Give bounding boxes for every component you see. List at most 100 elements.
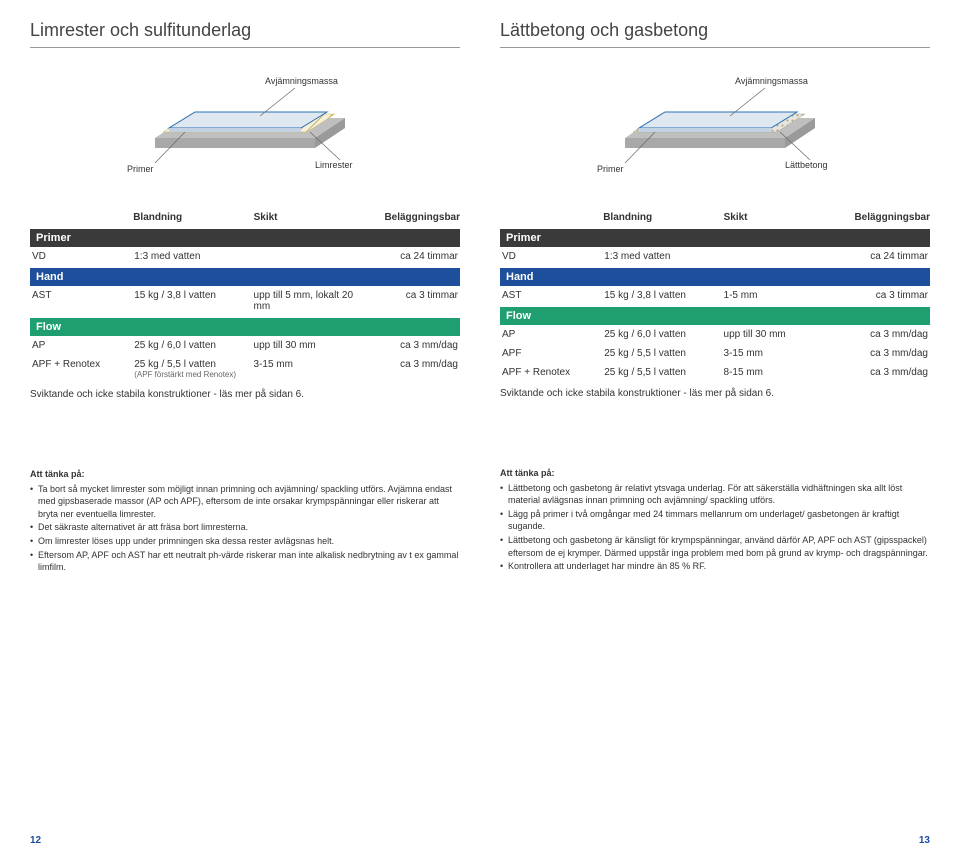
table-row: VD1:3 med vatten ca 24 timmar <box>500 247 930 266</box>
right-tips: Att tänka på: Lättbetong och gasbetong ä… <box>500 467 930 574</box>
cell-c2: 1:3 med vatten <box>134 251 253 262</box>
section-band: Hand <box>30 268 460 286</box>
tips-item: Lägg på primer i två omgångar med 24 tim… <box>500 508 930 533</box>
cell-c1: VD <box>32 251 134 262</box>
cell-c1: AP <box>502 329 604 340</box>
right-title: Lättbetong och gasbetong <box>500 20 930 48</box>
right-diagram: Avjämningsmassa Primer Lättbetong <box>585 68 845 178</box>
section-rows: AP25 kg / 6,0 l vattenupp till 30 mmca 3… <box>30 336 460 383</box>
left-footnote: Sviktande och icke stabila konstruktione… <box>30 389 460 400</box>
header-blandning-r: Blandning <box>603 212 723 223</box>
table-row: VD1:3 med vatten ca 24 timmar <box>30 247 460 266</box>
cell-c4: ca 24 timmar <box>826 251 928 262</box>
cell-c3: upp till 30 mm <box>254 340 356 351</box>
tips-item: Det säkraste alternativet är att fräsa b… <box>30 521 460 534</box>
header-belaggningsbar-r: Beläggningsbar <box>827 212 930 223</box>
tips-item: Kontrollera att underlaget har mindre än… <box>500 560 930 573</box>
right-table: Blandning Skikt Beläggningsbar PrimerVD1… <box>500 208 930 399</box>
cell-c2: 25 kg / 6,0 l vatten <box>604 329 723 340</box>
tips-item: Lättbetong och gasbetong är känsligt för… <box>500 534 930 559</box>
section-band: Flow <box>30 318 460 336</box>
left-diagram: Avjämningsmassa Primer Limrester <box>115 68 375 178</box>
cell-c3: 3-15 mm <box>254 359 356 370</box>
cell-c3: upp till 30 mm <box>724 329 826 340</box>
cell-c1: APF + Renotex <box>502 367 604 378</box>
cell-c4: ca 3 mm/dag <box>826 348 928 359</box>
section-band: Hand <box>500 268 930 286</box>
left-column: Limrester och sulfitunderlag <box>30 20 460 575</box>
cell-c2: 25 kg / 5,5 l vatten <box>604 348 723 359</box>
cell-c4: ca 3 timmar <box>826 290 928 301</box>
cell-c2: 25 kg / 6,0 l vatten <box>134 340 253 351</box>
cell-c1: AST <box>502 290 604 301</box>
tips-item: Ta bort så mycket limrester som möjligt … <box>30 483 460 521</box>
cell-c1: VD <box>502 251 604 262</box>
cell-c4: ca 3 timmar <box>356 290 458 301</box>
table-row: AST15 kg / 3,8 l vatten1-5 mmca 3 timmar <box>500 286 930 305</box>
right-footnote: Sviktande och icke stabila konstruktione… <box>500 388 930 399</box>
cell-subnote: (APF förstärkt med Renotex) <box>134 370 253 379</box>
cell-c3: 3-15 mm <box>724 348 826 359</box>
right-tips-list: Lättbetong och gasbetong är relativt yts… <box>500 482 930 573</box>
table-row: AP25 kg / 6,0 l vattenupp till 30 mmca 3… <box>500 325 930 344</box>
table-row: AST15 kg / 3,8 l vattenupp till 5 mm, lo… <box>30 286 460 316</box>
left-table-header: Blandning Skikt Beläggningsbar <box>30 208 460 227</box>
header-blandning: Blandning <box>133 212 253 223</box>
cell-c3: 1-5 mm <box>724 290 826 301</box>
cell-c1: APF + Renotex <box>32 359 134 370</box>
page: Limrester och sulfitunderlag <box>0 0 960 615</box>
cell-c2: 25 kg / 5,5 l vatten(APF förstärkt med R… <box>134 359 253 379</box>
cell-c4: ca 3 mm/dag <box>826 367 928 378</box>
right-diagram-svg: Avjämningsmassa Primer Lättbetong <box>585 68 845 178</box>
table-row: APF25 kg / 5,5 l vatten3-15 mmca 3 mm/da… <box>500 344 930 363</box>
section-rows: AP25 kg / 6,0 l vattenupp till 30 mmca 3… <box>500 325 930 382</box>
right-table-header: Blandning Skikt Beläggningsbar <box>500 208 930 227</box>
left-diagram-left-label: Primer <box>127 164 154 174</box>
cell-c1: AP <box>32 340 134 351</box>
left-tips-title: Att tänka på: <box>30 468 460 481</box>
right-diagram-right-label: Lättbetong <box>785 160 828 170</box>
cell-c4: ca 3 mm/dag <box>356 359 458 370</box>
cell-c2: 25 kg / 5,5 l vatten <box>604 367 723 378</box>
page-number-right: 13 <box>919 835 930 846</box>
left-table: Blandning Skikt Beläggningsbar PrimerVD1… <box>30 208 460 400</box>
left-tips-list: Ta bort så mycket limrester som möjligt … <box>30 483 460 574</box>
left-diagram-svg: Avjämningsmassa Primer Limrester <box>115 68 375 178</box>
cell-c2: 1:3 med vatten <box>604 251 723 262</box>
cell-c4: ca 3 mm/dag <box>826 329 928 340</box>
page-number-left: 12 <box>30 835 41 846</box>
cell-c3: 8-15 mm <box>724 367 826 378</box>
cell-c2: 15 kg / 3,8 l vatten <box>604 290 723 301</box>
left-diagram-wrap: Avjämningsmassa Primer Limrester <box>30 68 460 178</box>
section-rows: AST15 kg / 3,8 l vatten1-5 mmca 3 timmar <box>500 286 930 305</box>
section-band: Primer <box>30 229 460 247</box>
header-belaggningsbar: Beläggningsbar <box>357 212 460 223</box>
table-row: APF + Renotex25 kg / 5,5 l vatten8-15 mm… <box>500 363 930 382</box>
left-diagram-top-label: Avjämningsmassa <box>265 76 338 86</box>
header-skikt-r: Skikt <box>724 212 827 223</box>
right-diagram-wrap: Avjämningsmassa Primer Lättbetong <box>500 68 930 178</box>
tips-item: Eftersom AP, APF och AST har ett neutral… <box>30 549 460 574</box>
right-diagram-top-label: Avjämningsmassa <box>735 76 808 86</box>
right-diagram-left-label: Primer <box>597 164 624 174</box>
tips-item: Lättbetong och gasbetong är relativt yts… <box>500 482 930 507</box>
section-band: Primer <box>500 229 930 247</box>
left-title: Limrester och sulfitunderlag <box>30 20 460 48</box>
cell-c1: AST <box>32 290 134 301</box>
right-tips-title: Att tänka på: <box>500 467 930 480</box>
right-column: Lättbetong och gasbetong <box>500 20 930 575</box>
section-rows: AST15 kg / 3,8 l vattenupp till 5 mm, lo… <box>30 286 460 316</box>
cell-c4: ca 3 mm/dag <box>356 340 458 351</box>
section-band: Flow <box>500 307 930 325</box>
cell-c2: 15 kg / 3,8 l vatten <box>134 290 253 301</box>
section-rows: VD1:3 med vatten ca 24 timmar <box>30 247 460 266</box>
cell-c1: APF <box>502 348 604 359</box>
table-row: AP25 kg / 6,0 l vattenupp till 30 mmca 3… <box>30 336 460 355</box>
table-row: APF + Renotex25 kg / 5,5 l vatten(APF fö… <box>30 355 460 383</box>
cell-c3: upp till 5 mm, lokalt 20 mm <box>254 290 356 312</box>
section-rows: VD1:3 med vatten ca 24 timmar <box>500 247 930 266</box>
tips-item: Om limrester löses upp under primningen … <box>30 535 460 548</box>
left-diagram-right-label: Limrester <box>315 160 353 170</box>
left-tips: Att tänka på: Ta bort så mycket limreste… <box>30 468 460 575</box>
cell-c4: ca 24 timmar <box>356 251 458 262</box>
